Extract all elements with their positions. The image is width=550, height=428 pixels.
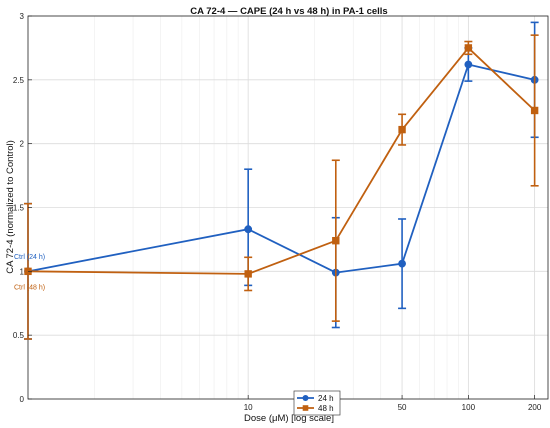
data-point [530, 106, 539, 115]
x-tick-label: 10 [244, 403, 253, 412]
y-tick-label: 0 [20, 395, 25, 404]
y-tick-label: 1.5 [13, 204, 25, 213]
grid [27, 15, 549, 400]
y-tick-label: 2.5 [13, 76, 25, 85]
y-tick-label: 3 [20, 12, 25, 21]
axis-ticks: 0 0.5 1 1.5 2 2.5 3 10 50 100 200 [13, 12, 542, 412]
x-axis-title: Dose (μM) [log scale] [244, 413, 334, 424]
legend: 24 h48 h [293, 390, 341, 416]
data-point [464, 60, 473, 69]
data-point [398, 125, 406, 134]
legend-entry-label: 24 h [318, 394, 334, 403]
series-line [27, 46, 536, 275]
y-tick-label: 1 [20, 267, 25, 276]
legend-swatch-marker [302, 405, 309, 411]
series-line [27, 63, 535, 274]
legend-box [293, 390, 341, 416]
y-tick-label: 0.5 [13, 331, 25, 340]
data-point [464, 44, 473, 52]
data-point [244, 225, 253, 234]
annotation-label: Ctrl (24 h) [14, 254, 45, 261]
data-point [398, 259, 406, 268]
y-axis-title: CA 72-4 (normalized to Control) [5, 140, 16, 274]
legend-swatch-marker [302, 395, 309, 401]
x-tick-label: 200 [528, 403, 542, 412]
x-tick-label: 100 [462, 403, 476, 412]
x-tick-label: 50 [398, 403, 407, 412]
chart-title: CA 72-4 — CAPE (24 h vs 48 h) in PA-1 ce… [190, 6, 387, 17]
legend-entry-label: 48 h [318, 404, 334, 413]
annotations: Ctrl (24 h) Ctrl (48 h) [14, 254, 45, 292]
y-tick-label: 2 [20, 140, 25, 149]
annotation-label: Ctrl (48 h) [14, 285, 45, 292]
data-point [244, 270, 252, 278]
data-point [332, 236, 340, 245]
